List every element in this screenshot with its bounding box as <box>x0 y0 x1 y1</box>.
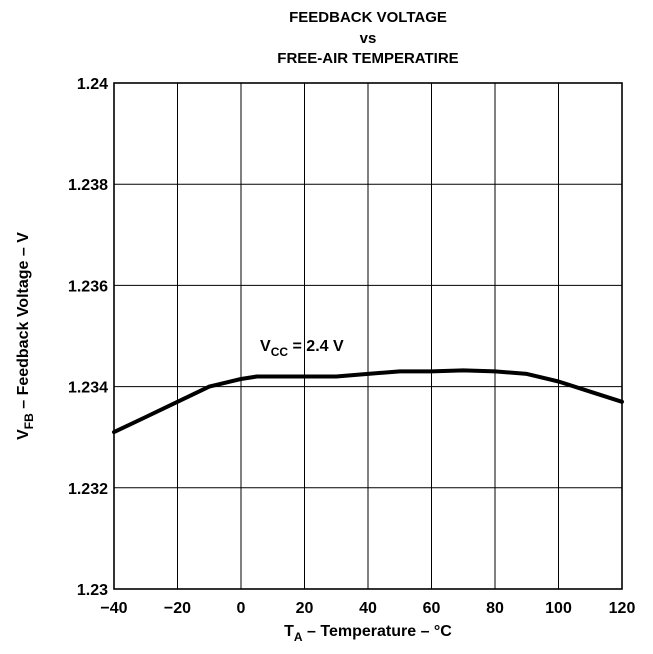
x-tick-labels: −40 −20 0 20 40 60 80 100 120 <box>100 600 635 617</box>
y-tick-labels: 1.23 1.232 1.234 1.236 1.238 1.24 <box>68 76 108 599</box>
x-tick-label: 80 <box>486 600 504 617</box>
x-tick-label: −40 <box>100 600 127 617</box>
grid-lines <box>113 82 623 590</box>
x-tick-label: 120 <box>609 600 636 617</box>
series-line <box>112 368 624 435</box>
y-tick-label: 1.232 <box>68 481 108 498</box>
plot-frame <box>113 82 623 590</box>
chart-title-line-1: FEEDBACK VOLTAGE <box>289 9 447 26</box>
y-tick-label: 1.24 <box>77 76 108 93</box>
x-tick-label: 60 <box>423 600 441 617</box>
y-tick-label: 1.234 <box>68 380 108 397</box>
x-tick-label: 0 <box>237 600 246 617</box>
x-axis-label: TA – Temperature – °C <box>284 623 452 644</box>
x-tick-label: 40 <box>359 600 377 617</box>
x-tick-label: 100 <box>545 600 572 617</box>
x-tick-label: −20 <box>164 600 191 617</box>
chart-title-line-2: vs <box>360 30 377 47</box>
y-axis-label: VFB – Feedback Voltage – V <box>15 232 36 440</box>
chart-title: FEEDBACK VOLTAGE vs FREE-AIR TEMPERATIRE <box>277 9 458 67</box>
x-tick-label: 20 <box>296 600 314 617</box>
y-tick-label: 1.238 <box>68 177 108 194</box>
y-tick-label: 1.23 <box>77 582 108 599</box>
chart-title-line-3: FREE-AIR TEMPERATIRE <box>277 50 458 67</box>
y-tick-label: 1.236 <box>68 278 108 295</box>
vcc-annotation: VCC = 2.4 V <box>260 338 344 359</box>
